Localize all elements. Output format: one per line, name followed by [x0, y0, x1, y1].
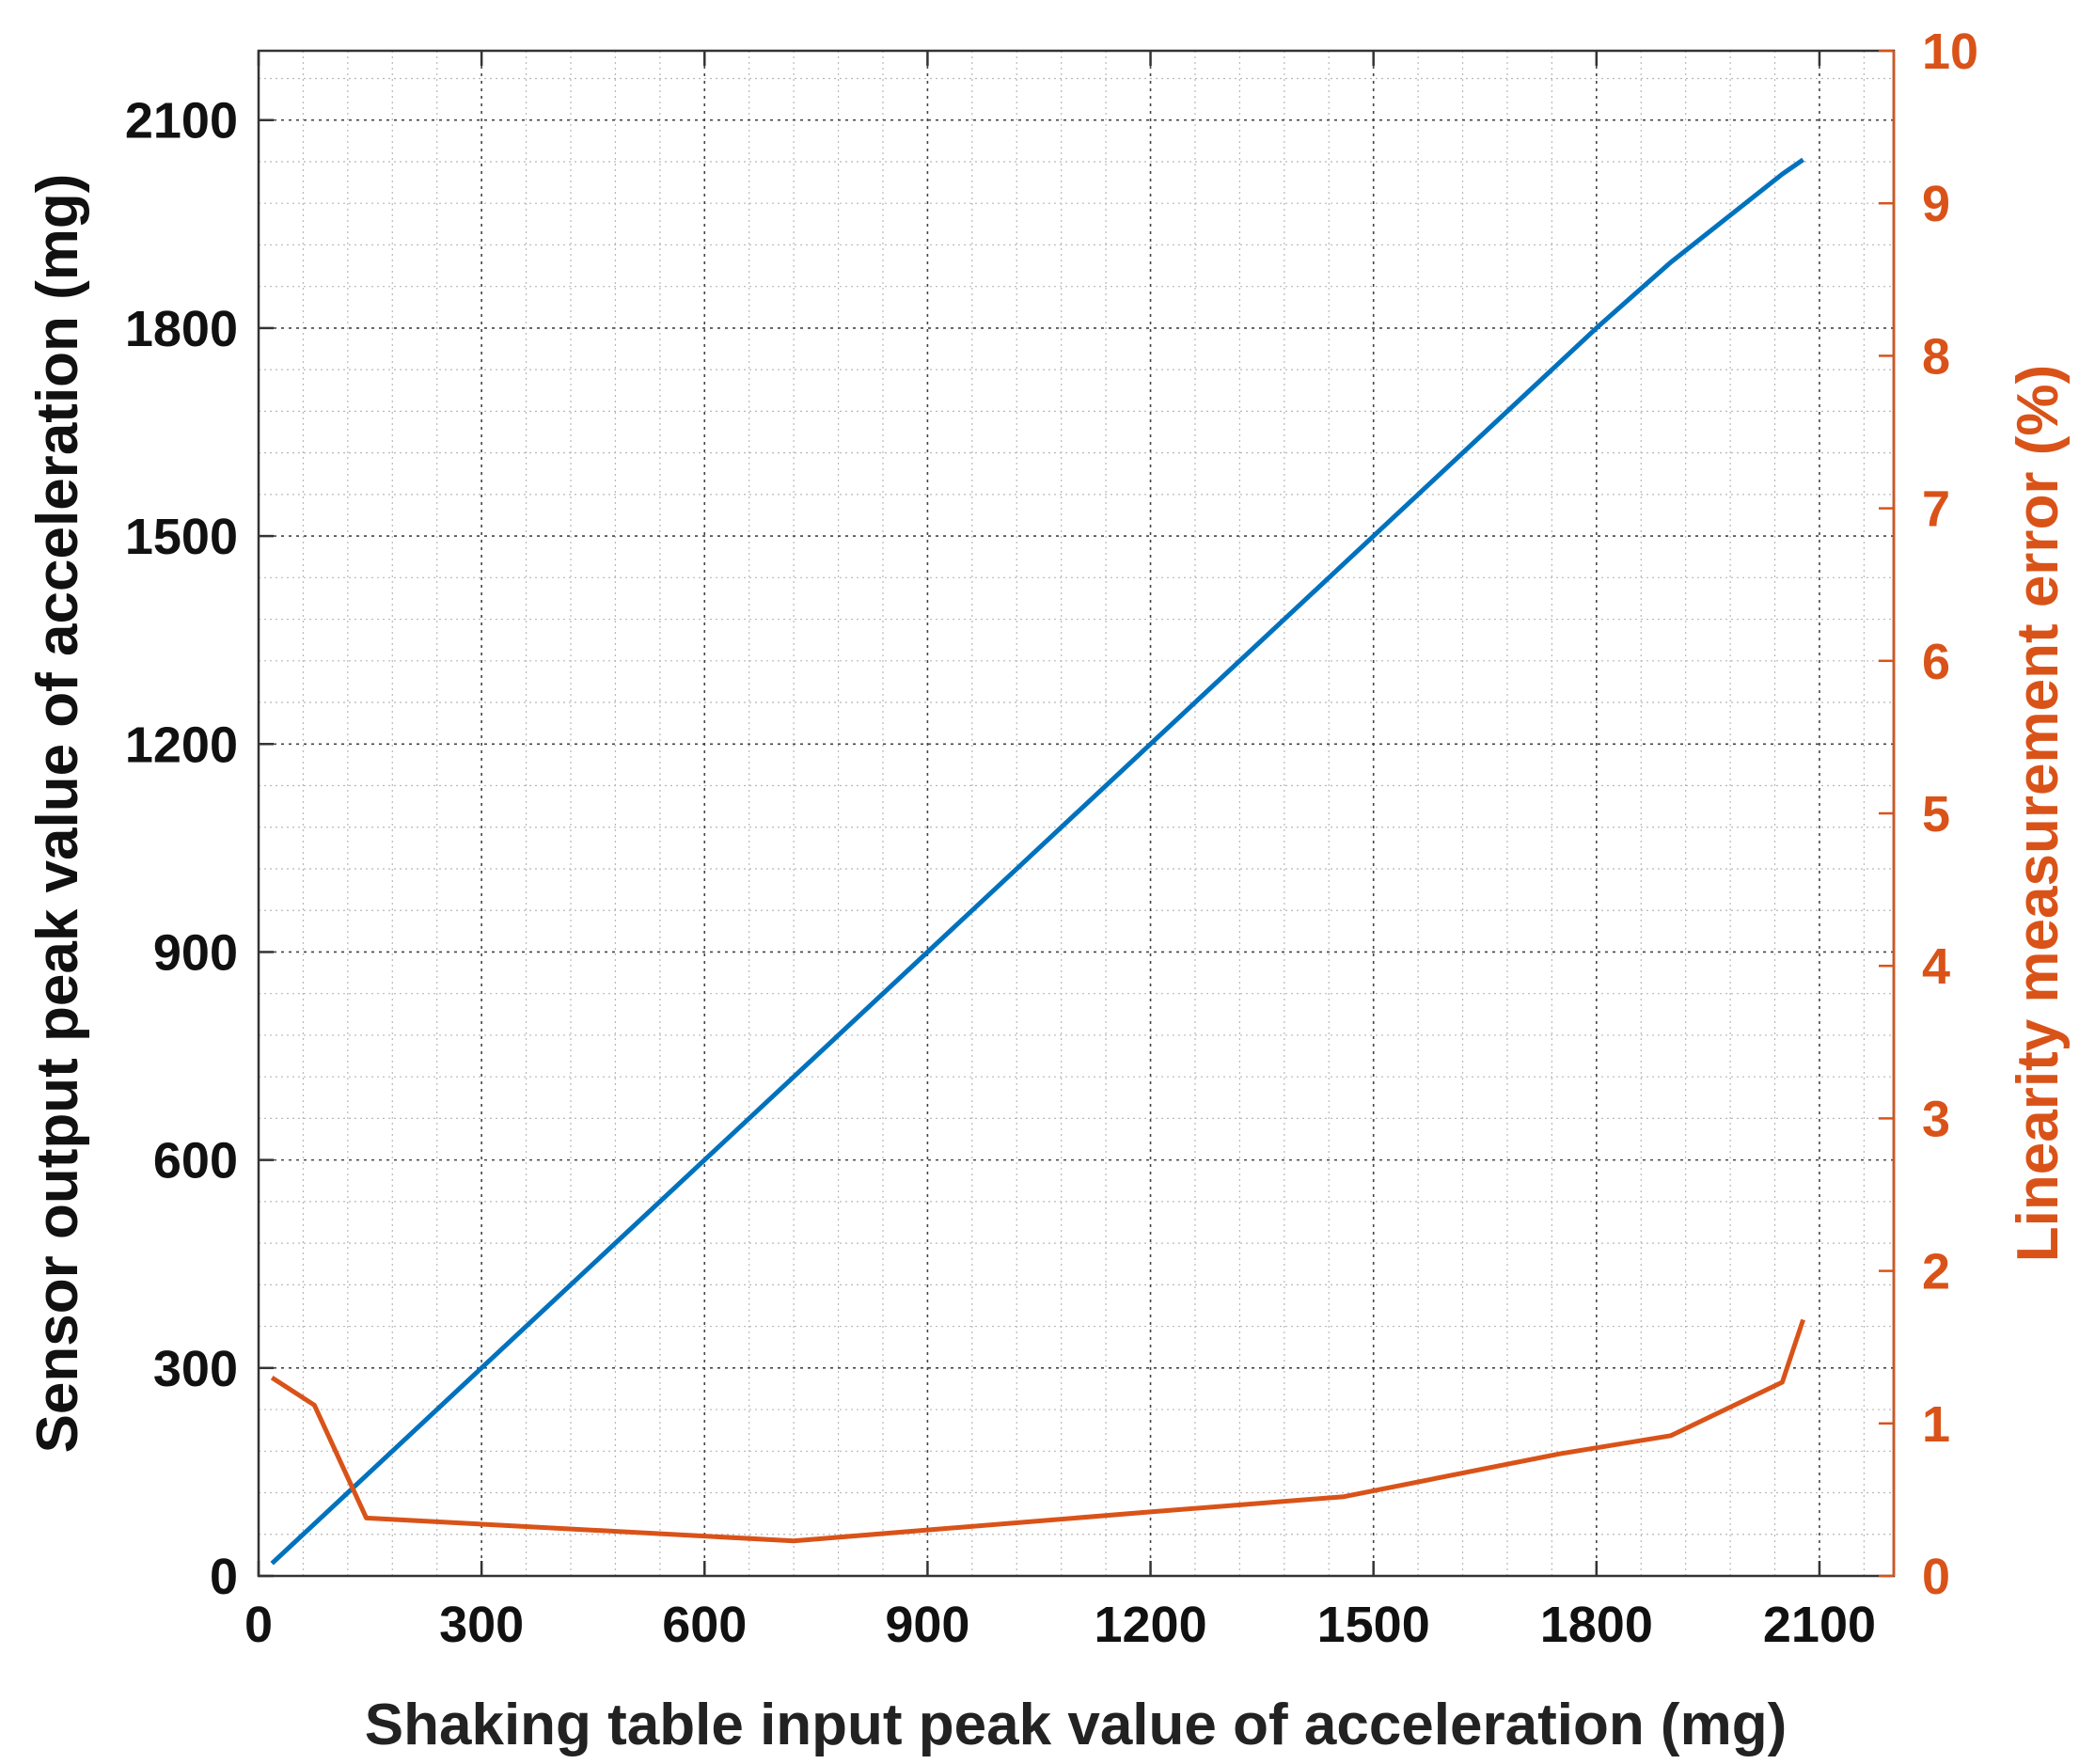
y2-tick-label: 6	[1922, 634, 1950, 690]
y2-tick-label: 1	[1922, 1396, 1950, 1453]
y-tick-label: 1200	[125, 717, 238, 773]
y2-tick-label: 3	[1922, 1091, 1950, 1147]
x-tick-label: 1500	[1317, 1597, 1430, 1653]
y-tick-label: 0	[210, 1549, 238, 1605]
x-tick-label: 600	[662, 1597, 747, 1653]
y-axis-label: Sensor output peak value of acceleration…	[25, 174, 90, 1454]
tick-labels: 0 300 600 900 1200 1500 1800 210003006009001200…	[125, 24, 1978, 1653]
series-line-sensor-output	[270, 157, 1805, 1566]
x-tick-label: 2100	[1763, 1597, 1876, 1653]
tick-marks	[257, 49, 1894, 1578]
x-tick-label: 300	[439, 1597, 524, 1653]
y-tick-label: 600	[153, 1133, 238, 1189]
y-tick-label: 2100	[125, 93, 238, 150]
y2-tick-label: 8	[1922, 328, 1950, 385]
y2-tick-label: 10	[1922, 24, 1978, 80]
y2-tick-label: 0	[1922, 1549, 1950, 1605]
y2-tick-label: 9	[1922, 176, 1950, 232]
x-tick-label: 1200	[1094, 1597, 1206, 1653]
y-tick-label: 900	[153, 924, 238, 981]
y-tick-label: 300	[153, 1341, 238, 1397]
y2-tick-label: 2	[1922, 1244, 1950, 1300]
major-grid	[259, 51, 1894, 1576]
x-tick-label: 0	[244, 1597, 273, 1653]
minor-grid	[259, 51, 1894, 1576]
y2-tick-label: 5	[1922, 786, 1950, 843]
y-tick-label: 1800	[125, 301, 238, 357]
y-tick-label: 1500	[125, 509, 238, 565]
series-line-linearity-error	[270, 1318, 1805, 1544]
series-layer	[270, 157, 1805, 1566]
x-tick-label: 900	[885, 1597, 969, 1653]
y2-axis-label: Linearity measurement error (%)	[2006, 365, 2071, 1262]
y2-tick-label: 4	[1922, 938, 1950, 995]
y2-tick-label: 7	[1922, 481, 1950, 538]
x-tick-label: 1800	[1540, 1597, 1653, 1653]
x-axis-label: Shaking table input peak value of accele…	[365, 1693, 1787, 1757]
